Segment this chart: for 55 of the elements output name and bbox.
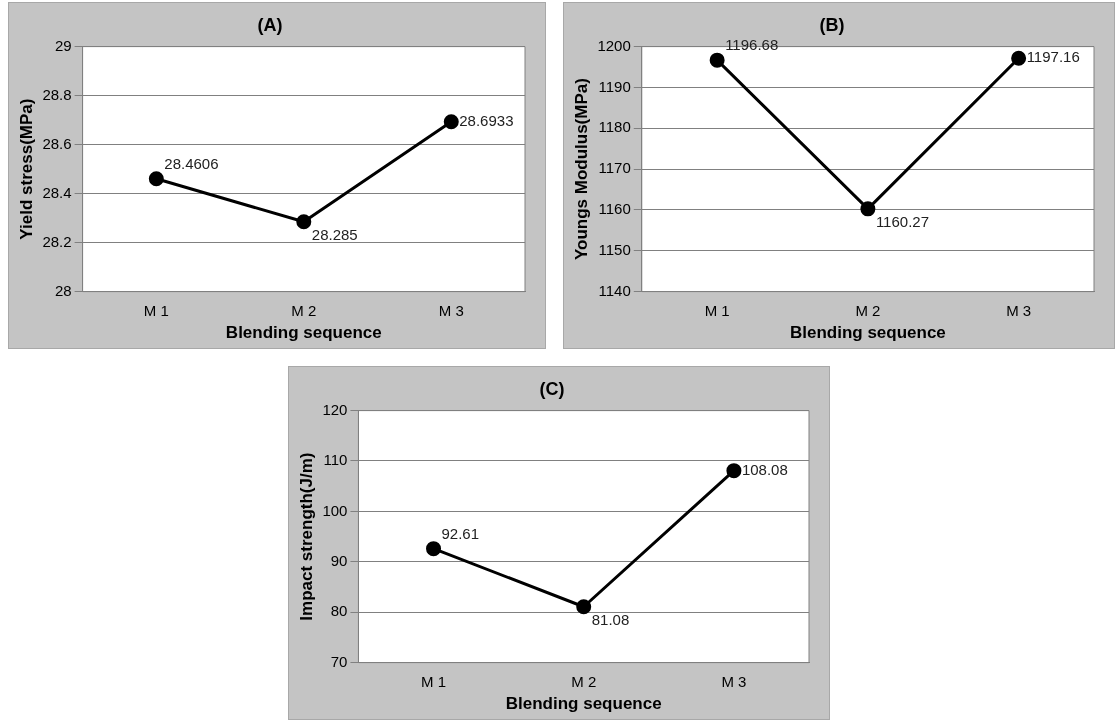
y-tick-label: 28.8 <box>42 85 72 103</box>
y-axis-title: Youngs Modulus(MPa) <box>571 78 591 261</box>
y-tick-label: 28.4 <box>42 183 72 201</box>
y-tick-label: 1150 <box>598 240 631 258</box>
y-axis-title: Impact strength(J/m) <box>296 452 316 621</box>
y-tick-label: 70 <box>330 652 348 670</box>
data-label: 28.6933 <box>459 111 514 129</box>
chart-title: (B) <box>819 14 845 35</box>
x-axis-title: Blending sequence <box>789 323 946 343</box>
point <box>426 541 442 557</box>
point <box>576 599 592 615</box>
y-axis-title: Yield stress(MPa) <box>16 98 36 240</box>
y-tick-label: 1140 <box>598 281 631 299</box>
y-tick-label: 1160 <box>598 200 631 218</box>
x-tick-label: M 1 <box>421 672 447 690</box>
y-tick-label: 1200 <box>597 36 631 54</box>
data-label: 28.285 <box>311 225 358 243</box>
data-label: 1196.68 <box>725 36 779 54</box>
x-tick-label: M 2 <box>571 672 597 690</box>
y-tick-label: 120 <box>322 400 348 418</box>
x-tick-label: M 3 <box>438 301 464 319</box>
data-label: 92.61 <box>441 524 480 542</box>
y-tick-label: 29 <box>54 36 72 54</box>
data-label: 28.4606 <box>164 154 219 172</box>
x-axis-title: Blending sequence <box>505 694 662 714</box>
y-tick-label: 90 <box>330 551 348 569</box>
y-tick-label: 28.6 <box>42 134 72 152</box>
data-label: 1160.27 <box>875 212 929 230</box>
x-tick-label: M 2 <box>855 301 881 319</box>
point <box>860 201 876 217</box>
point <box>148 171 164 187</box>
x-tick-label: M 1 <box>704 301 730 319</box>
x-tick-label: M 1 <box>143 301 169 319</box>
chart-title: (A) <box>257 14 283 35</box>
y-tick-label: 1170 <box>598 159 631 177</box>
y-tick-label: 28 <box>54 281 72 299</box>
data-label: 81.08 <box>591 610 630 628</box>
point <box>709 52 725 68</box>
data-label: 1197.16 <box>1026 48 1080 66</box>
y-tick-label: 110 <box>323 451 348 469</box>
y-tick-label: 1180 <box>598 118 631 136</box>
point <box>726 463 742 479</box>
x-axis-title: Blending sequence <box>225 323 382 343</box>
point <box>296 214 312 230</box>
y-tick-label: 80 <box>330 602 348 620</box>
y-tick-label: 100 <box>322 501 348 519</box>
chart-title: (C) <box>539 378 565 399</box>
point <box>443 114 459 130</box>
x-tick-label: M 2 <box>291 301 317 319</box>
x-tick-label: M 3 <box>1006 301 1032 319</box>
y-tick-label: 1190 <box>598 77 631 95</box>
point <box>1011 50 1027 66</box>
y-tick-label: 28.2 <box>42 232 72 250</box>
x-tick-label: M 3 <box>721 672 747 690</box>
data-label: 108.08 <box>741 460 788 478</box>
